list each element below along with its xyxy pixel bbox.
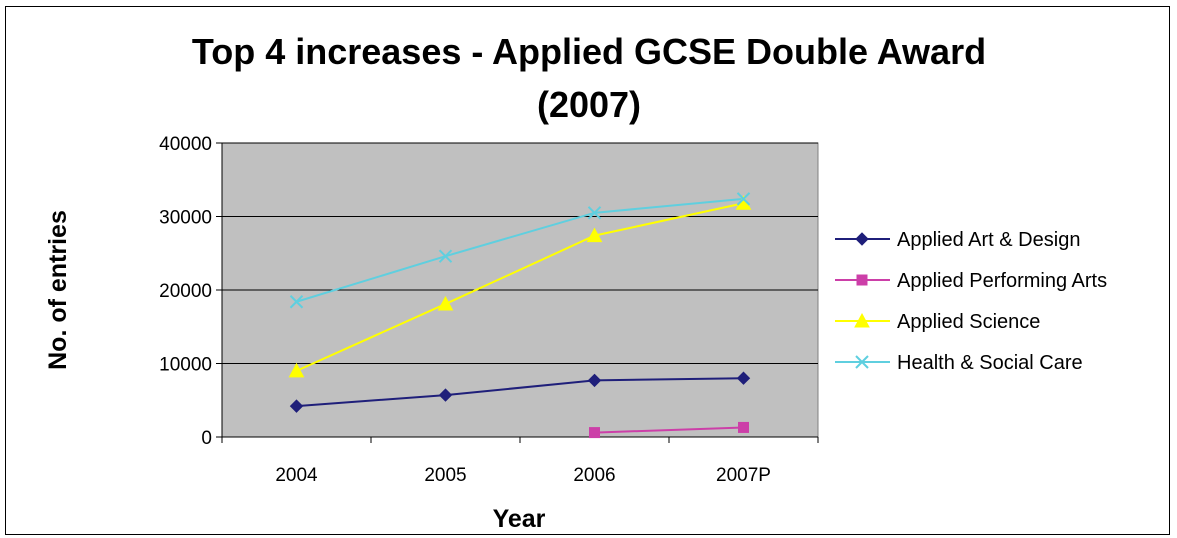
legend-item: Health & Social Care [835, 352, 1083, 374]
legend-item: Applied Science [835, 311, 1040, 333]
y-tick-label: 20000 [159, 281, 212, 302]
series-markers [288, 192, 752, 439]
x-tick-labels: 2004 2005 2006 2007P [275, 465, 771, 486]
x-tick-label: 2004 [275, 465, 318, 486]
series-lines [296, 197, 744, 434]
data-point-series-0 [736, 371, 751, 385]
series-line-3 [296, 197, 744, 303]
legend-item: Applied Art & Design [835, 229, 1080, 251]
legend-label: Applied Performing Arts [897, 270, 1107, 292]
gridlines [222, 142, 818, 364]
legend-marker [855, 232, 869, 246]
series-line-1 [594, 426, 744, 434]
y-tick-label: 40000 [159, 134, 212, 155]
x-tick-label: 2006 [573, 465, 615, 486]
chart-title-line1: Top 4 increases - Applied GCSE Double Aw… [192, 31, 986, 72]
series-line-0 [296, 377, 744, 408]
y-tick-label: 0 [201, 428, 212, 449]
data-point-series-2 [586, 227, 603, 243]
data-point-series-0 [438, 388, 453, 402]
legend-label: Applied Science [897, 311, 1040, 333]
legend: Applied Art & Design Applied Performing A… [835, 229, 1107, 374]
x-axis-title: Year [493, 505, 546, 533]
data-point-series-3 [438, 249, 453, 263]
y-tick-label: 30000 [159, 208, 212, 229]
legend-item: Applied Performing Arts [835, 270, 1107, 292]
x-tick-label: 2005 [424, 465, 466, 486]
axes [216, 142, 819, 443]
y-tick-labels: 0 10000 20000 30000 40000 [159, 134, 212, 449]
legend-label: Health & Social Care [897, 352, 1083, 374]
series-line-2 [296, 202, 744, 372]
chart-title-line2: (2007) [537, 84, 641, 125]
y-axis-title: No. of entries [44, 210, 72, 370]
data-point-series-0 [587, 373, 602, 388]
x-tick-label: 2007P [716, 465, 771, 486]
data-point-series-0 [289, 399, 304, 413]
legend-label: Applied Art & Design [897, 229, 1080, 251]
data-point-series-1 [589, 427, 600, 439]
y-tick-label: 10000 [159, 355, 212, 376]
data-point-series-2 [437, 295, 454, 311]
data-point-series-3 [736, 192, 751, 206]
legend-marker [854, 312, 870, 328]
data-point-series-3 [289, 295, 304, 309]
data-point-series-2 [288, 362, 305, 378]
data-point-series-3 [587, 206, 602, 220]
data-point-series-1 [738, 421, 749, 433]
legend-marker [855, 355, 869, 369]
legend-marker [856, 274, 868, 286]
